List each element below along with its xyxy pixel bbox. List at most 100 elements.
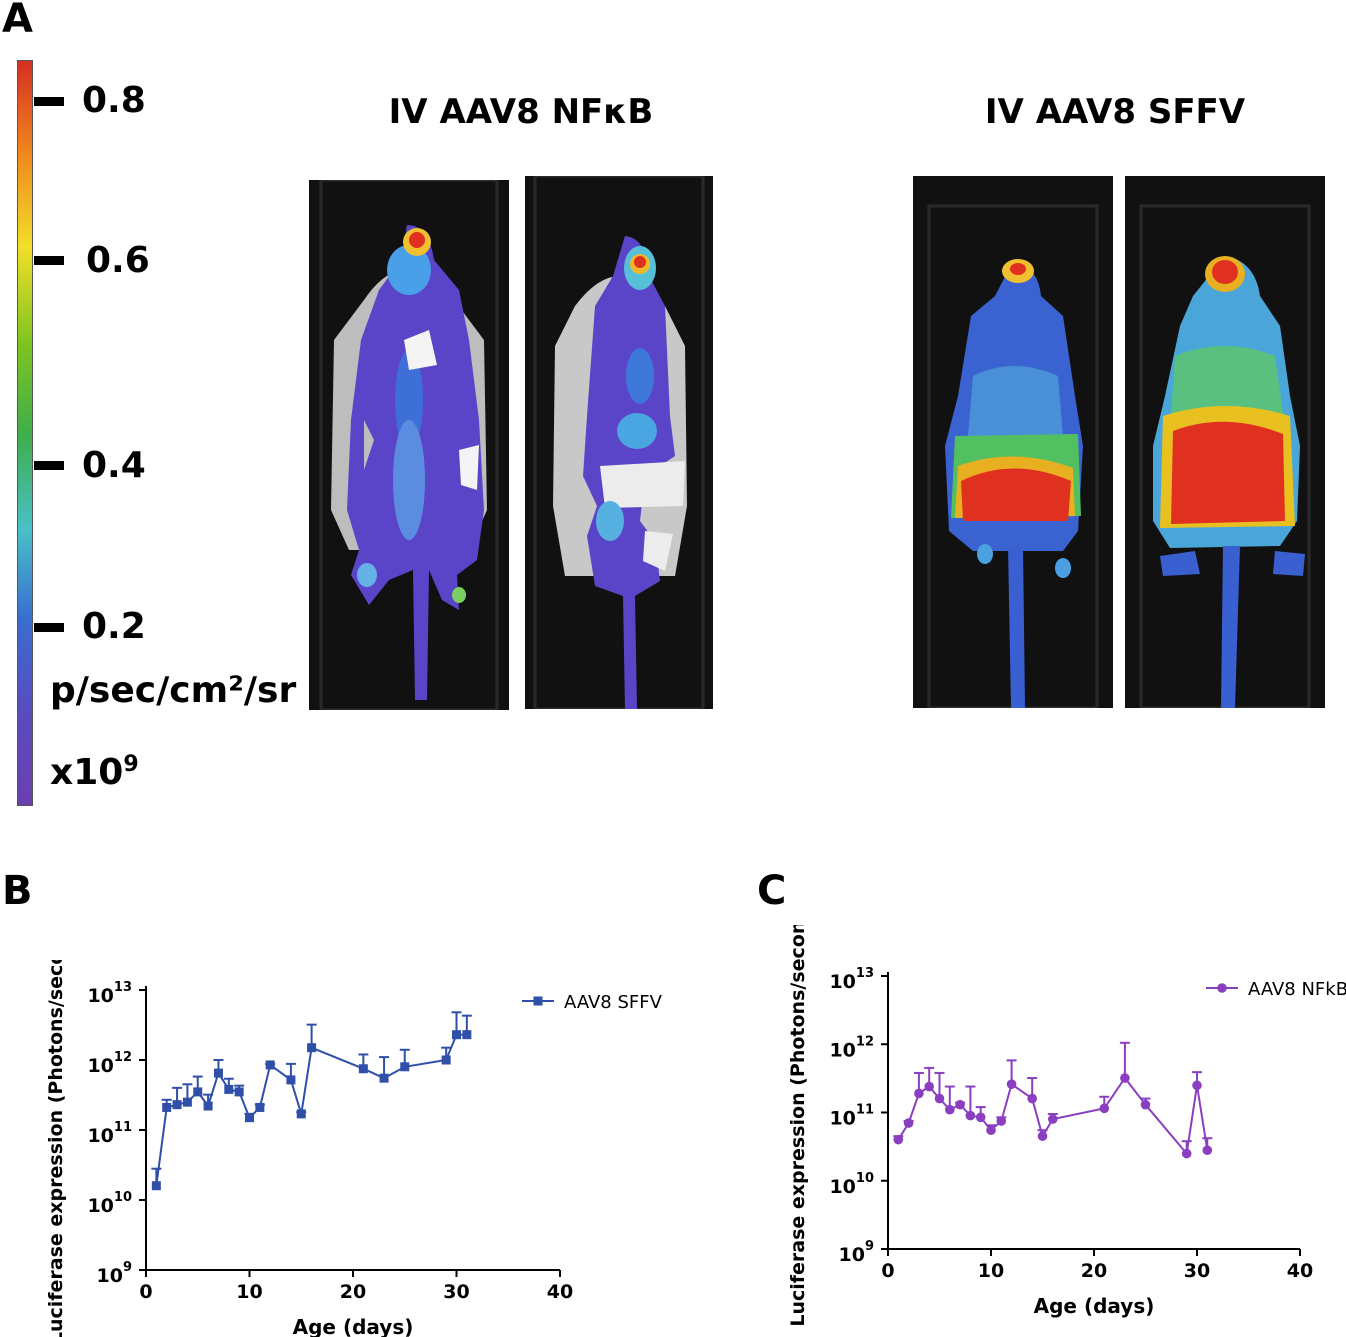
y-tick-exponent: 11: [856, 1103, 874, 1118]
data-point: [213, 1068, 223, 1078]
data-point: [234, 1087, 244, 1097]
y-tick-label: 1010: [87, 1190, 132, 1217]
data-point: [255, 1102, 265, 1112]
mouse-image-nfkb-2: [525, 176, 713, 709]
y-tick-label: 1013: [87, 980, 132, 1007]
data-point: [1120, 1073, 1130, 1083]
y-tick-base: 10: [87, 1195, 113, 1217]
x-tick-label: 20: [1081, 1260, 1107, 1282]
colorbar-tick-0.4-mark: [34, 461, 64, 470]
data-point: [286, 1075, 296, 1085]
colorbar-tick-label: 0.2: [82, 606, 146, 647]
y-tick-label: 109: [839, 1239, 875, 1266]
colorbar-unit-label: p/sec/cm²/sr: [50, 670, 297, 711]
y-tick-base: 10: [829, 1039, 855, 1061]
y-tick-exponent: 9: [865, 1239, 874, 1254]
data-point: [1140, 1099, 1151, 1110]
y-tick-base: 10: [829, 971, 855, 993]
y-tick-exponent: 9: [123, 1260, 132, 1275]
data-point: [307, 1043, 317, 1053]
data-point: [934, 1093, 945, 1104]
y-tick-label: 1010: [829, 1171, 874, 1198]
data-point: [975, 1112, 986, 1123]
data-point: [893, 1134, 904, 1145]
data-point: [182, 1097, 192, 1107]
colorbar-tick-0.2-mark: [34, 623, 64, 632]
data-point: [1006, 1079, 1017, 1089]
y-tick-exponent: 11: [114, 1120, 132, 1135]
y-tick-base: 10: [87, 985, 113, 1007]
y-tick-label: 109: [97, 1260, 133, 1287]
color-scale-bar: [17, 60, 33, 806]
data-point: [924, 1081, 934, 1092]
data-point: [1037, 1131, 1048, 1141]
y-tick-exponent: 10: [114, 1190, 132, 1205]
data-point: [296, 1109, 306, 1119]
panel-label-c: C: [757, 868, 787, 914]
panel-label-a: A: [2, 0, 33, 42]
x-tick-label: 40: [547, 1281, 573, 1303]
panel-label-b: B: [2, 868, 33, 914]
legend-label: AAV8 SFFV: [564, 992, 663, 1013]
data-point: [358, 1064, 368, 1074]
data-point: [245, 1113, 254, 1123]
x-tick-label: 30: [443, 1281, 469, 1303]
colorbar-tick-0.8-mark: [34, 97, 64, 106]
data-point: [172, 1100, 182, 1110]
y-tick-exponent: 13: [856, 966, 874, 981]
y-tick-base: 10: [839, 1244, 865, 1266]
data-point: [452, 1030, 461, 1040]
data-point: [224, 1084, 234, 1094]
data-point: [1181, 1148, 1192, 1159]
data-point: [265, 1060, 275, 1070]
x-axis-label: Age (days): [293, 1315, 414, 1337]
group-title-nfkb: IV AAV8 NFκB: [388, 92, 654, 132]
data-point: [1099, 1103, 1110, 1114]
y-tick-exponent: 13: [114, 980, 132, 995]
data-point: [955, 1099, 965, 1110]
data-point: [1048, 1114, 1058, 1124]
x-tick-label: 10: [236, 1281, 262, 1303]
y-tick-label: 1012: [829, 1034, 874, 1061]
y-tick-exponent: 10: [856, 1171, 874, 1186]
data-point: [193, 1087, 203, 1097]
x-tick-label: 0: [139, 1281, 152, 1303]
colorbar-tick-label: 0.4: [82, 445, 146, 486]
x-axis-label: Age (days): [1034, 1294, 1155, 1318]
y-axis-label: Luciferase expression (Photons/second): [787, 925, 809, 1327]
colorbar-scale-label: x109: [50, 752, 139, 793]
data-point: [462, 1030, 472, 1040]
data-point: [965, 1110, 976, 1121]
y-tick-base: 10: [829, 1176, 855, 1198]
colorbar-tick-label: 0.6: [86, 240, 150, 281]
mouse-image-nfkb-1: [309, 180, 509, 710]
y-tick-base: 10: [87, 1055, 113, 1077]
data-point: [903, 1118, 914, 1128]
legend-label: AAV8 NFkB: [1248, 979, 1346, 1000]
x-tick-label: 20: [340, 1281, 366, 1303]
data-point: [203, 1101, 213, 1111]
data-point: [986, 1125, 996, 1136]
data-point: [379, 1073, 389, 1083]
mouse-image-sffv-2-drawing: [1125, 176, 1325, 708]
data-point: [945, 1104, 955, 1115]
y-tick-base: 10: [97, 1265, 123, 1287]
x-tick-label: 40: [1287, 1260, 1313, 1282]
y-tick-label: 1012: [87, 1050, 132, 1077]
data-point: [151, 1181, 161, 1191]
x-tick-label: 10: [978, 1260, 1004, 1282]
y-axis-label: Luciferase expression (Photons/second): [45, 960, 67, 1337]
group-title-sffv: IV AAV8 SFFV: [984, 92, 1246, 132]
y-tick-base: 10: [87, 1125, 113, 1147]
colorbar-tick-0.6-mark: [34, 256, 64, 265]
y-tick-label: 1011: [829, 1103, 874, 1130]
data-point: [914, 1088, 924, 1099]
x-tick-label: 30: [1184, 1260, 1210, 1282]
y-tick-label: 1011: [87, 1120, 132, 1147]
colorbar-tick-label: 0.8: [82, 80, 146, 121]
mouse-image-sffv-1: [913, 176, 1113, 708]
data-point: [400, 1062, 410, 1072]
y-tick-exponent: 12: [856, 1034, 874, 1049]
mouse-image-nfkb-1-drawing: [309, 180, 509, 710]
data-point: [1202, 1145, 1213, 1156]
